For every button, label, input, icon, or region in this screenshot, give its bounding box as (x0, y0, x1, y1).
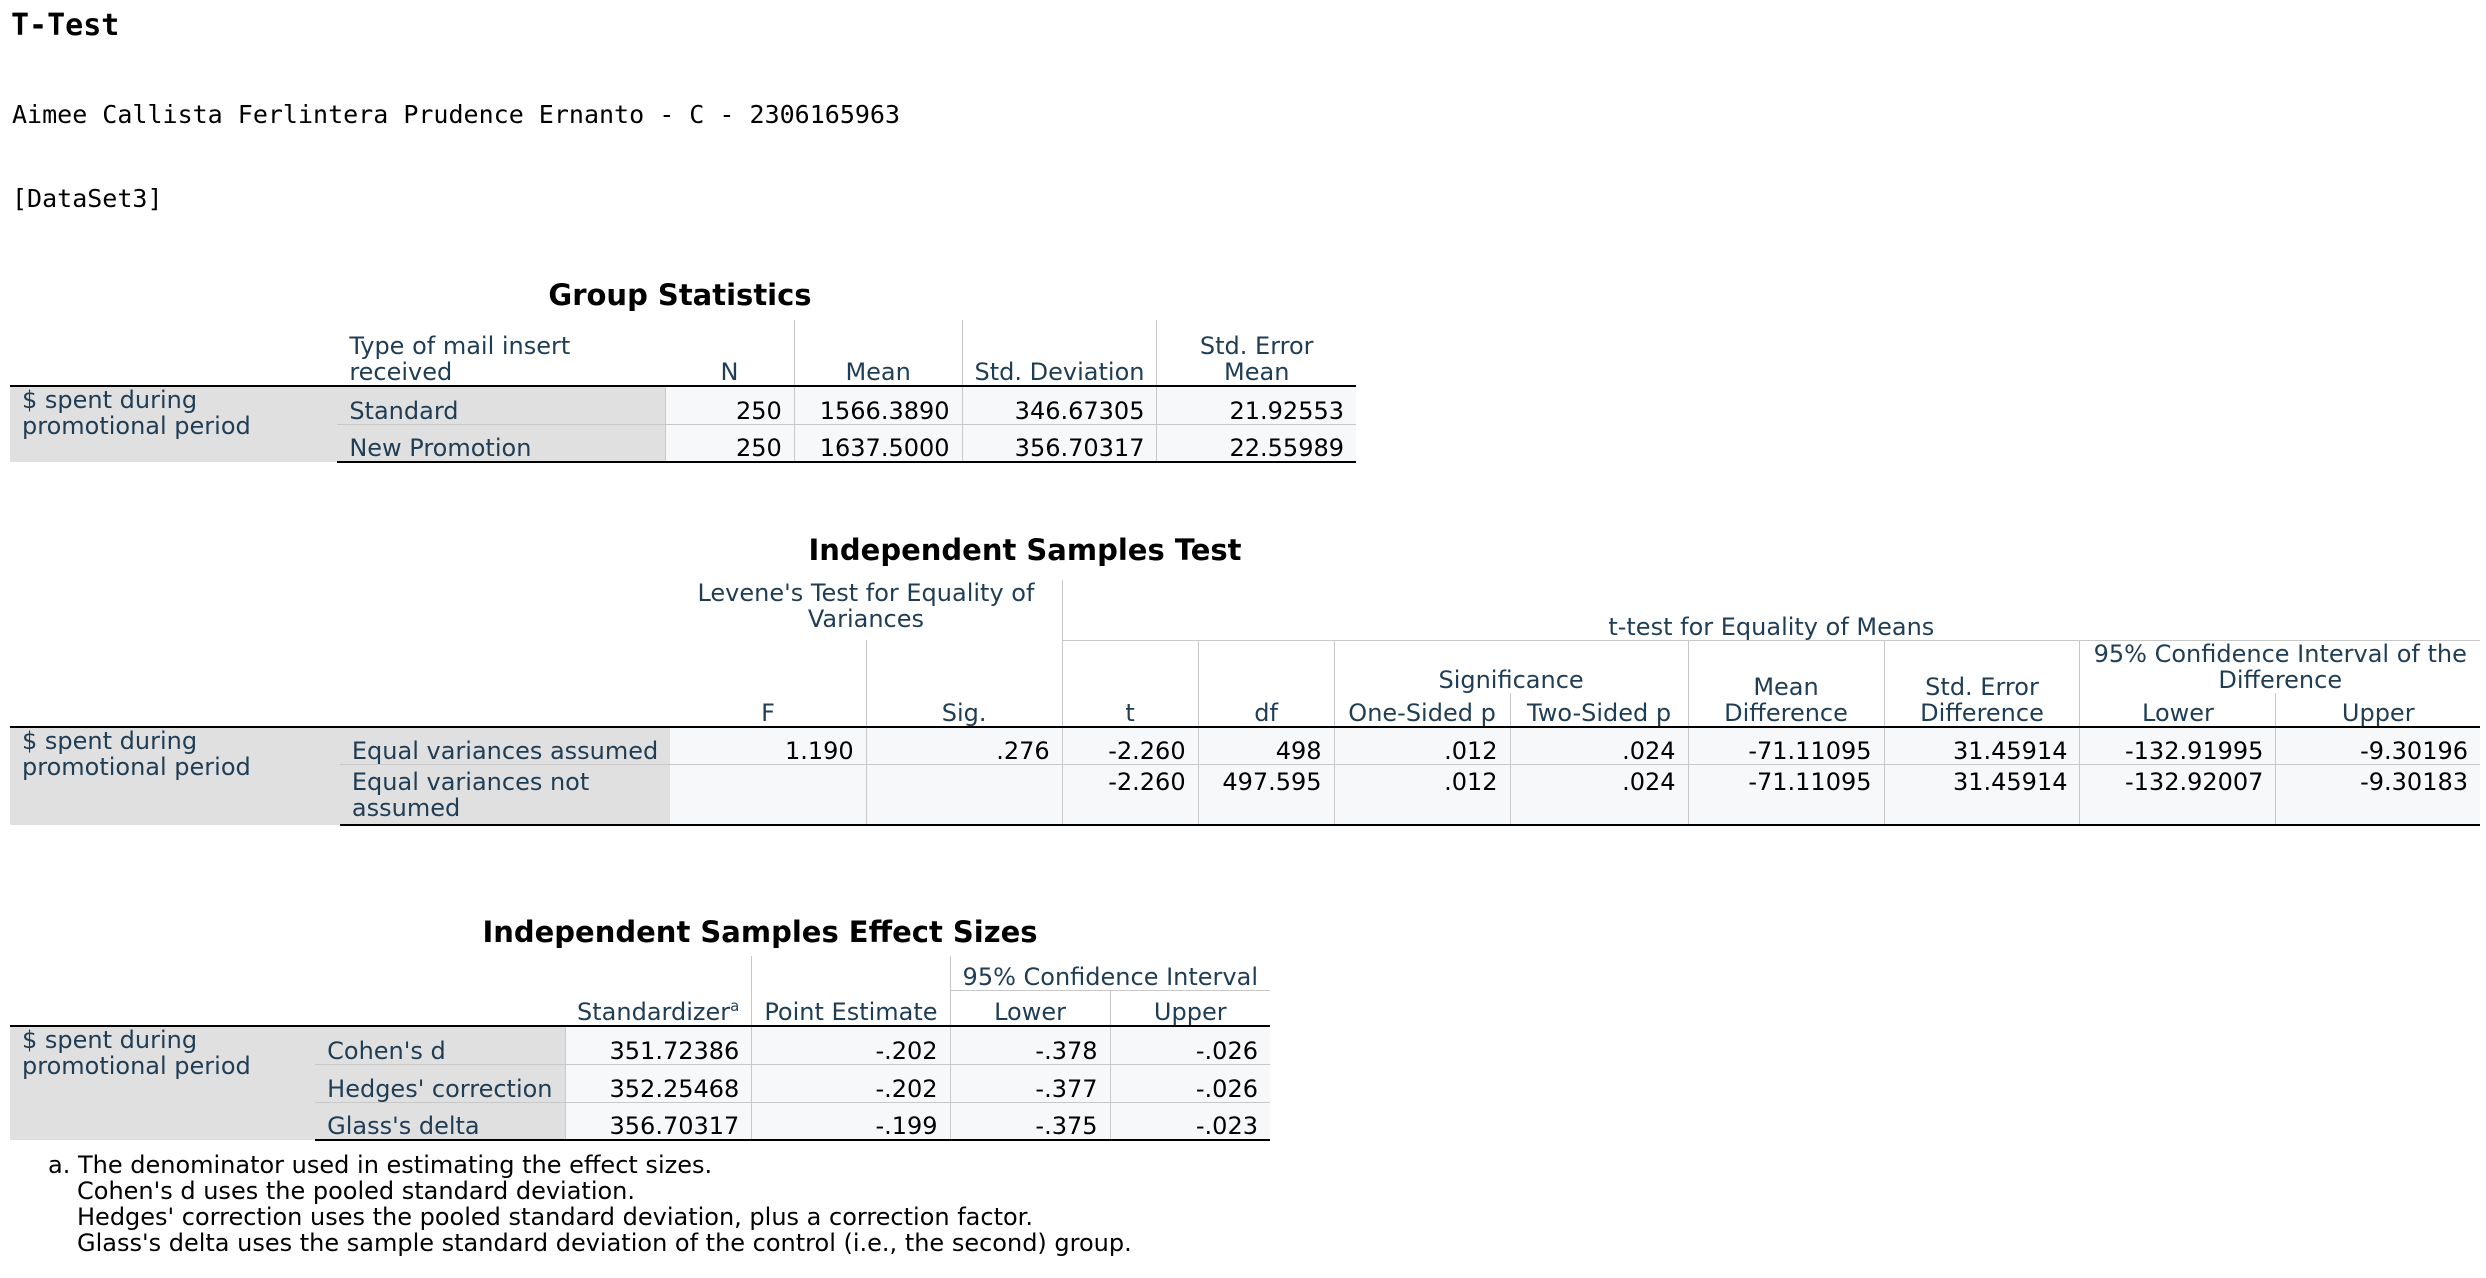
cell-std-deviation: 356.70317 (961, 423, 1157, 463)
header-mean-difference: Mean Difference (1687, 639, 1885, 727)
cell-std-error: 22.55989 (1156, 423, 1356, 463)
cell-upper: -9.30196 (2275, 725, 2480, 765)
group-label: New Promotion (337, 423, 666, 463)
cell-std-deviation: 346.67305 (961, 385, 1157, 424)
cell-std-error: 21.92553 (1156, 385, 1356, 424)
cell-point-estimate: -.202 (751, 1025, 951, 1064)
independent-samples-test-table: Levene's Test for Equality of Variances … (10, 580, 2480, 826)
footnote-line: Glass's delta uses the sample standard d… (77, 1229, 1132, 1257)
header-sig: Sig. (865, 640, 1063, 727)
cell-lower: -.378 (949, 1025, 1111, 1064)
cell-two-sided-p: .024 (1509, 725, 1689, 765)
cell-mean: 1637.5000 (793, 423, 963, 463)
page-title: T-Test (11, 8, 120, 43)
effect-sizes-table: 95% Confidence Interval Standardizera Po… (10, 956, 1270, 1141)
header-std-error-difference: Std. Error Difference (1883, 639, 2080, 727)
dataset-line: [DataSet3] (12, 184, 163, 213)
footnote-line: Cohen's d uses the pooled standard devia… (77, 1177, 636, 1205)
row-label-equal-not-assumed: Equal variances not assumed (339, 764, 671, 826)
cell-standardizer: 351.72386 (564, 1025, 752, 1064)
cell-mean-difference: -71.11095 (1687, 725, 1885, 765)
independent-samples-test-title: Independent Samples Test (808, 533, 1242, 567)
header-two-sided-p: Two-Sided p (1509, 692, 1689, 727)
cell-t: -2.260 (1061, 764, 1199, 826)
header-group: Type of mail insert received (349, 332, 571, 386)
header-confidence-interval: 95% Confidence Interval of the Differenc… (2079, 639, 2480, 693)
header-df: df (1197, 639, 1335, 727)
header-n: N (720, 358, 739, 386)
cell-point-estimate: -.202 (751, 1063, 951, 1102)
row-label-cohens-d: Cohen's d (315, 1025, 566, 1064)
cell-mean: 1566.3890 (793, 385, 963, 424)
group-label: Standard (337, 385, 666, 424)
header-t: t (1061, 639, 1199, 727)
header-upper: Upper (2275, 692, 2480, 727)
header-f: F (761, 698, 775, 727)
cell-lower: -132.91995 (2079, 725, 2276, 765)
cell-sig: .276 (865, 725, 1063, 765)
author-line: Aimee Callista Ferlintera Prudence Ernan… (12, 100, 901, 129)
cell-lower: -.377 (949, 1063, 1111, 1102)
cell-n: 250 (664, 385, 795, 424)
cell-point-estimate: -.199 (751, 1101, 951, 1141)
row-label-spent: $ spent during promotional period (10, 385, 338, 462)
footnote-a: a. The denominator used in estimating th… (48, 1151, 713, 1179)
cell-lower: -132.92007 (2079, 764, 2276, 826)
cell-two-sided-p: .024 (1509, 764, 1689, 826)
cell-std-error-difference: 31.45914 (1883, 764, 2080, 826)
row-label-equal-assumed: Equal variances assumed (339, 725, 671, 765)
cell-df: 498 (1197, 725, 1335, 765)
cell-df: 497.595 (1197, 764, 1335, 826)
cell-standardizer: 352.25468 (564, 1063, 752, 1102)
header-standardizer: Standardizera (577, 997, 740, 1026)
cell-lower: -.375 (949, 1101, 1111, 1141)
cell-sig (865, 764, 1063, 826)
header-ttest: t-test for Equality of Means (1061, 580, 2480, 640)
header-upper: Upper (1109, 989, 1270, 1026)
group-statistics-table: Type of mail insert received N Mean Std.… (10, 320, 1356, 463)
cell-upper: -9.30183 (2275, 764, 2480, 826)
cell-std-error-difference: 31.45914 (1883, 725, 2080, 765)
cell-upper: -.026 (1109, 1063, 1270, 1102)
row-label-spent: $ spent during promotional period (10, 1025, 316, 1140)
header-significance: Significance (1333, 639, 1689, 693)
row-label-spent: $ spent during promotional period (10, 725, 340, 825)
cell-f: 1.190 (670, 725, 867, 765)
header-mean: Mean (793, 320, 963, 386)
header-std-error-mean: Std. Error Mean (1156, 320, 1356, 386)
header-levene: Levene's Test for Equality of Variances (697, 579, 1035, 633)
effect-sizes-title: Independent Samples Effect Sizes (482, 915, 1038, 949)
cell-f (670, 764, 867, 826)
row-label-glass-delta: Glass's delta (315, 1101, 566, 1141)
cell-standardizer: 356.70317 (564, 1101, 752, 1141)
header-lower: Lower (949, 989, 1111, 1026)
cell-upper: -.026 (1109, 1025, 1270, 1064)
group-statistics-title: Group Statistics (548, 278, 812, 312)
header-point-estimate: Point Estimate (751, 990, 951, 1026)
cell-n: 250 (664, 423, 795, 463)
header-confidence-interval: 95% Confidence Interval (949, 956, 1270, 990)
header-one-sided-p: One-Sided p (1333, 692, 1511, 727)
row-label-hedges-correction: Hedges' correction (315, 1063, 566, 1102)
cell-mean-difference: -71.11095 (1687, 764, 1885, 826)
header-lower: Lower (2079, 692, 2276, 727)
header-std-deviation: Std. Deviation (961, 320, 1157, 386)
footnote-line: Hedges' correction uses the pooled stand… (77, 1203, 1033, 1231)
cell-t: -2.260 (1061, 725, 1199, 765)
cell-one-sided-p: .012 (1333, 764, 1511, 826)
footnote-marker: a (730, 997, 740, 1015)
cell-upper: -.023 (1109, 1101, 1270, 1141)
cell-one-sided-p: .012 (1333, 725, 1511, 765)
